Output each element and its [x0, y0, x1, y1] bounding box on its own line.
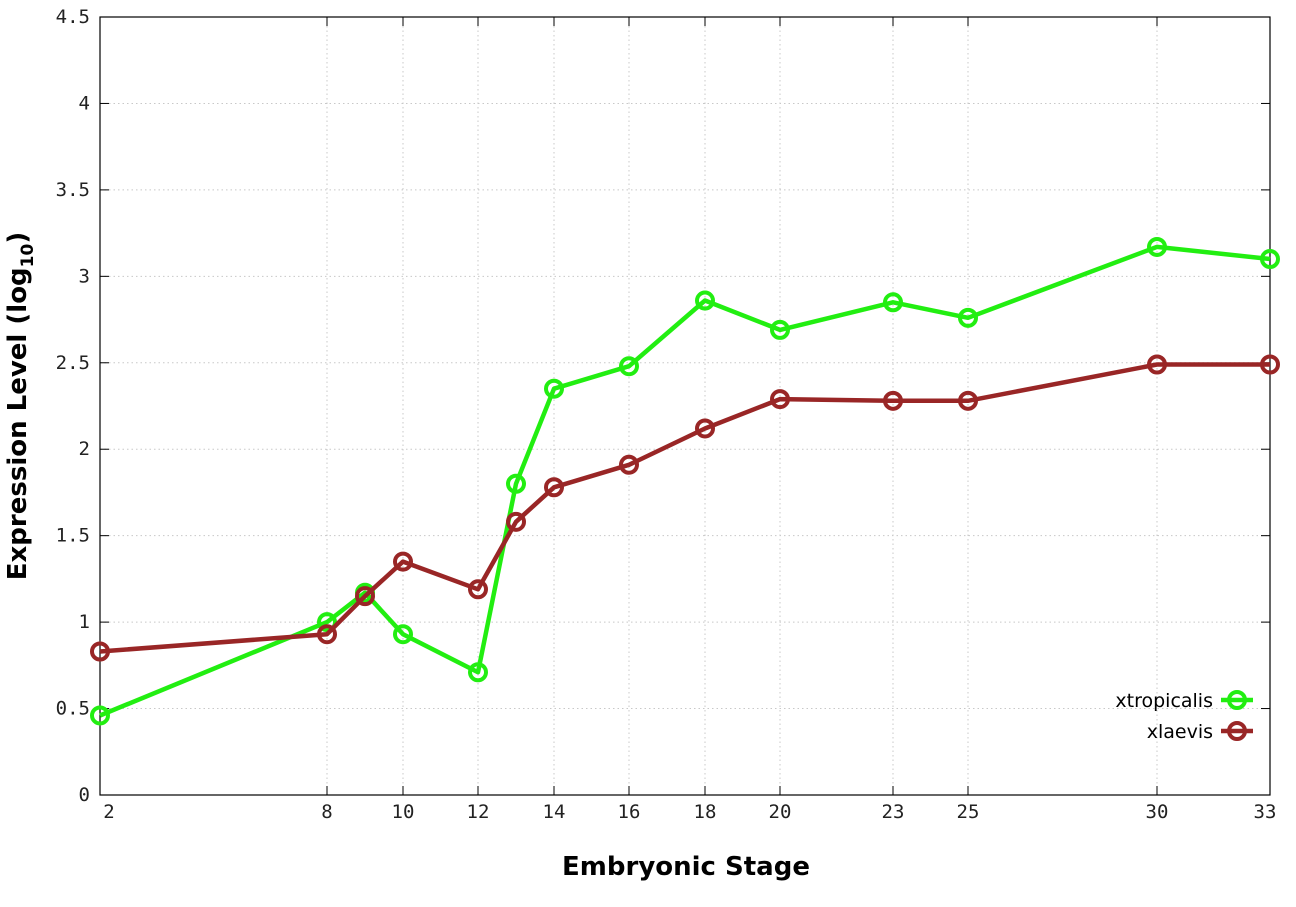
data-point-xlaevis [1147, 354, 1167, 375]
x-tick-label: 18 [694, 801, 717, 823]
y-axis-title-subscript: 10 [18, 243, 38, 267]
data-point-xlaevis [883, 390, 903, 411]
data-point-xtropicalis [619, 356, 639, 377]
data-point-xlaevis [506, 511, 526, 532]
data-point-xlaevis [619, 454, 639, 475]
y-tick-label: 0.5 [56, 698, 90, 720]
y-tick-label: 0 [79, 784, 90, 806]
grid-lines [100, 17, 1270, 795]
x-tick-label: 12 [467, 801, 490, 823]
y-tick-label: 3.5 [56, 179, 90, 201]
x-tick-label: 8 [321, 801, 332, 823]
data-point-xtropicalis [544, 378, 564, 399]
legend-marker-xlaevis [1227, 721, 1247, 741]
data-point-xtropicalis [770, 319, 790, 340]
y-tick-label: 1 [79, 611, 90, 633]
data-point-xlaevis [468, 579, 488, 600]
series-xlaevis [90, 354, 1280, 662]
legend-label-xlaevis: xlaevis [1147, 721, 1213, 743]
data-point-xlaevis [695, 418, 715, 439]
data-point-xtropicalis [958, 307, 978, 328]
x-tick-label: 23 [882, 801, 905, 823]
data-point-xtropicalis [1260, 249, 1280, 270]
legend: xtropicalis xlaevis [1115, 690, 1253, 743]
data-point-xtropicalis [90, 705, 110, 726]
legend-label-xtropicalis: xtropicalis [1115, 690, 1213, 712]
series-line-xlaevis [99, 362, 1270, 654]
series-xtropicalis [90, 236, 1280, 726]
data-point-xtropicalis [506, 473, 526, 494]
y-tick-label: 3 [79, 265, 90, 287]
y-tick-label: 2 [79, 438, 90, 460]
data-point-xlaevis [90, 641, 110, 662]
x-tick-label: 16 [618, 801, 641, 823]
series-line-xtropicalis [99, 244, 1271, 718]
data-point-xtropicalis [393, 624, 413, 645]
series-layer [90, 236, 1280, 726]
data-point-xlaevis [1260, 354, 1280, 375]
x-tick-label: 2 [103, 801, 114, 823]
axis-ticks: 0 0.5 1 1.5 2 2.5 3 3.5 4 4.5 2 8 10 12 14 16 18 20 23 25 30… [56, 6, 1277, 823]
y-axis-title-suffix: ) [3, 232, 33, 244]
data-point-xtropicalis [695, 290, 715, 311]
data-point-xlaevis [355, 586, 375, 607]
y-tick-label: 4.5 [56, 6, 90, 28]
plot-frame [99, 16, 1271, 796]
data-point-xtropicalis [1147, 236, 1167, 257]
data-point-xlaevis [393, 551, 413, 572]
y-axis-title: Expression Level (log10) [3, 232, 38, 580]
legend-marker-xtropicalis [1227, 690, 1247, 710]
x-tick-label: 30 [1146, 801, 1169, 823]
y-tick-label: 1.5 [56, 525, 90, 547]
x-tick-label: 20 [769, 801, 792, 823]
y-tick-label: 4 [79, 92, 90, 114]
data-point-xlaevis [770, 389, 790, 410]
data-point-xtropicalis [317, 612, 337, 633]
data-point-xlaevis [958, 390, 978, 411]
data-point-xtropicalis [468, 662, 488, 683]
x-tick-label: 33 [1254, 801, 1277, 823]
x-tick-label: 14 [543, 801, 566, 823]
x-axis-title: Embryonic Stage [562, 852, 810, 882]
data-point-xtropicalis [883, 292, 903, 313]
data-point-xlaevis [544, 477, 564, 498]
y-axis-title-main: Expression Level (log [3, 267, 33, 580]
data-point-xlaevis [317, 624, 337, 645]
x-tick-label: 10 [392, 801, 415, 823]
y-tick-label: 2.5 [56, 352, 90, 374]
x-tick-label: 25 [957, 801, 980, 823]
